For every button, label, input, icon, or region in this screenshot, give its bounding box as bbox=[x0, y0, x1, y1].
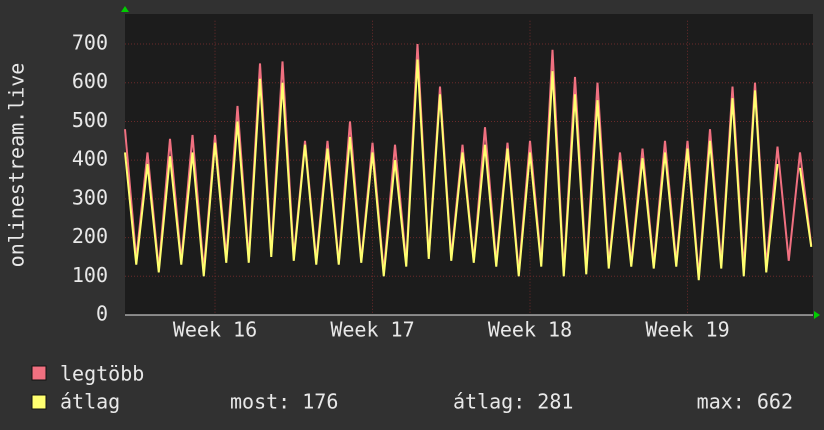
series-line bbox=[124, 59, 779, 281]
axis-arrow bbox=[814, 311, 820, 319]
legend-swatch bbox=[31, 394, 47, 410]
y-tick-label: 700 bbox=[72, 31, 108, 55]
y-tick-label: 0 bbox=[96, 302, 108, 326]
plot-area bbox=[125, 14, 813, 315]
legend-stat: most: 176 bbox=[230, 390, 338, 414]
y-tick-label: 300 bbox=[72, 185, 108, 209]
y-tick-label: 200 bbox=[72, 224, 108, 248]
x-tick-label: Week 16 bbox=[173, 318, 257, 342]
legend-stat: max: 662 bbox=[697, 390, 793, 414]
legend-label: legtöbb bbox=[60, 362, 144, 386]
legend-stat: átlag: 281 bbox=[453, 390, 573, 414]
legend-swatch bbox=[31, 365, 47, 381]
y-axis-label: onlinestream.live bbox=[5, 63, 29, 268]
axis-arrow bbox=[121, 6, 129, 12]
x-tick-label: Week 17 bbox=[330, 318, 414, 342]
y-tick-label: 100 bbox=[72, 263, 108, 287]
x-tick-label: Week 19 bbox=[645, 318, 729, 342]
x-tick-label: Week 18 bbox=[488, 318, 572, 342]
y-tick-label: 400 bbox=[72, 147, 108, 171]
y-tick-label: 600 bbox=[72, 69, 108, 93]
series-line bbox=[799, 167, 813, 248]
legend-label: átlag bbox=[60, 390, 120, 414]
y-tick-label: 500 bbox=[72, 108, 108, 132]
